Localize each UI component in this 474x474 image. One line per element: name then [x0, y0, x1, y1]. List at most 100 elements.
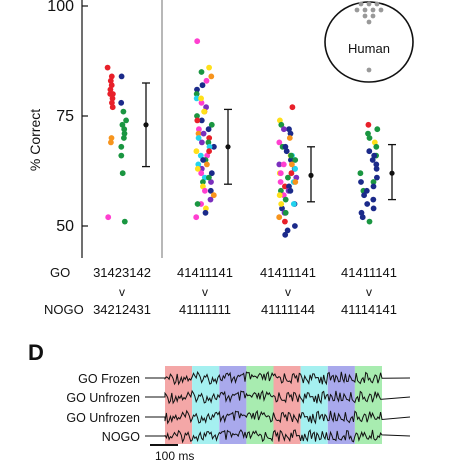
- electrode-dot: [366, 67, 372, 73]
- data-point: [280, 192, 287, 199]
- data-point: [105, 214, 112, 221]
- data-point: [370, 179, 377, 185]
- signal-traces: [145, 370, 411, 444]
- data-point: [373, 143, 380, 150]
- electrode-dot: [358, 1, 364, 7]
- data-point: [123, 117, 129, 124]
- data-point: [201, 174, 208, 181]
- y-tick-label: 100: [47, 0, 74, 15]
- data-point: [197, 152, 204, 159]
- data-point: [120, 108, 127, 115]
- stimulus-segment: [327, 366, 355, 444]
- data-point: [194, 165, 201, 172]
- data-point: [366, 135, 373, 141]
- data-point: [370, 183, 377, 190]
- mean-error-bars: [142, 82, 396, 203]
- mean-marker: [389, 170, 395, 176]
- go-sequence-label: 41411141: [177, 265, 233, 280]
- trace-label: GO Frozen: [78, 372, 140, 386]
- data-point: [292, 179, 299, 185]
- nogo-sequence-label: 41111144: [261, 302, 315, 317]
- data-point: [203, 77, 210, 84]
- data-point: [193, 91, 200, 97]
- data-point: [206, 64, 213, 71]
- electrode-dot: [370, 7, 376, 13]
- data-point: [203, 205, 209, 212]
- data-point: [205, 139, 212, 146]
- data-points: [104, 38, 381, 238]
- y-axis-label: % Correct: [27, 109, 43, 171]
- data-point: [358, 179, 364, 185]
- versus-label: v: [366, 285, 372, 299]
- data-point: [107, 77, 114, 84]
- data-point: [203, 104, 210, 111]
- data-point: [121, 126, 128, 133]
- data-point: [109, 99, 115, 106]
- versus-label: v: [285, 285, 291, 299]
- accuracy-scatter-panel: 100 75 50 % Correct Human GO NOGO 31423142…: [27, 0, 414, 317]
- trace-panel: D GO Frozen GO Unfrozen GO Unfrozen NOGO 10…: [28, 340, 411, 463]
- data-point: [118, 152, 125, 159]
- data-point: [200, 130, 207, 137]
- mean-marker: [225, 144, 231, 150]
- data-point: [206, 143, 213, 150]
- data-point: [366, 218, 373, 225]
- data-point: [109, 95, 116, 102]
- data-point: [292, 165, 298, 172]
- data-point: [282, 183, 288, 190]
- data-point: [290, 201, 297, 207]
- data-point: [277, 170, 284, 177]
- data-point: [121, 130, 128, 137]
- electrode-dot: [366, 1, 372, 7]
- data-point: [371, 152, 378, 159]
- data-point: [208, 73, 215, 80]
- nogo-sequence-label: 34212431: [93, 302, 151, 317]
- electrode-dot: [362, 13, 368, 19]
- data-point: [195, 161, 202, 168]
- data-point: [208, 179, 214, 185]
- data-point: [286, 126, 292, 133]
- data-point: [104, 64, 111, 71]
- data-point: [199, 139, 205, 146]
- go-sequence-label: 31423142: [93, 265, 151, 280]
- data-point: [199, 82, 206, 89]
- data-point: [292, 223, 298, 229]
- data-point: [365, 130, 371, 137]
- data-point: [287, 187, 294, 194]
- data-point: [198, 170, 205, 177]
- data-point: [287, 130, 294, 137]
- data-point: [200, 157, 207, 163]
- data-point: [193, 214, 200, 221]
- go-sequence-label: 41411141: [341, 265, 397, 280]
- data-point: [358, 209, 365, 216]
- data-point: [277, 117, 283, 124]
- data-point: [369, 157, 376, 163]
- data-point: [282, 143, 289, 150]
- data-point: [121, 135, 127, 141]
- versus-label: v: [119, 285, 125, 299]
- data-point: [118, 73, 125, 80]
- data-point: [109, 104, 116, 111]
- data-point: [202, 209, 209, 216]
- data-point: [357, 170, 364, 177]
- trace-label: NOGO: [102, 430, 140, 444]
- data-point: [373, 161, 380, 168]
- human-label: Human: [348, 41, 390, 56]
- electrode-dots: [354, 1, 384, 73]
- data-point: [194, 201, 201, 207]
- data-point: [279, 205, 285, 212]
- data-point: [121, 218, 128, 225]
- data-point: [278, 201, 285, 207]
- data-point: [108, 135, 115, 141]
- data-point: [108, 139, 114, 146]
- data-point: [119, 121, 126, 128]
- stimulus-segment: [273, 366, 301, 444]
- electrode-dot: [370, 13, 376, 19]
- mean-marker: [308, 172, 314, 178]
- signal-trace: [145, 429, 411, 444]
- data-point: [198, 95, 205, 102]
- electrode-dot: [378, 7, 384, 13]
- trace-label: GO Unfrozen: [66, 391, 140, 405]
- electrode-dot: [374, 1, 380, 7]
- scalebar-label: 100 ms: [155, 449, 194, 463]
